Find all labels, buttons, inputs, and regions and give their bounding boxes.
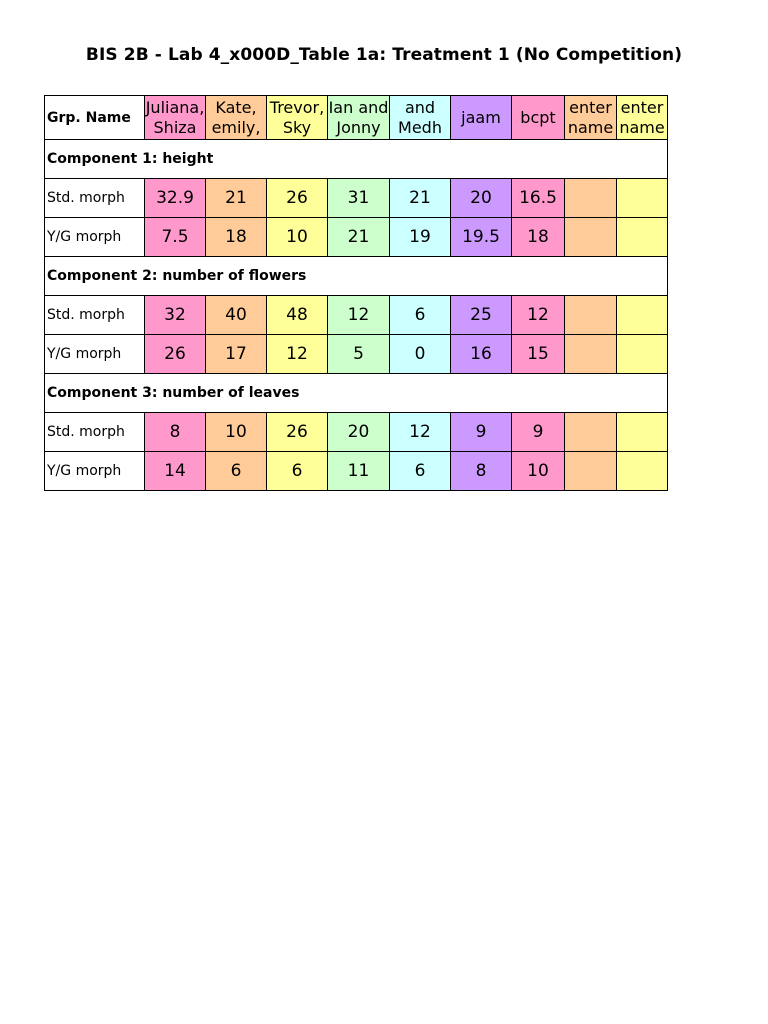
value-cell[interactable]: [616, 451, 668, 491]
value-cell[interactable]: [616, 334, 668, 374]
value-cell[interactable]: [564, 451, 617, 491]
value-cell[interactable]: 32.9: [144, 178, 206, 218]
group-header-cell[interactable]: and Medh: [389, 95, 451, 140]
sheet-title: BIS 2B - Lab 4_x000D_Table 1a: Treatment…: [85, 45, 683, 65]
value-cell[interactable]: 14: [144, 451, 206, 491]
value-cell[interactable]: 26: [266, 412, 328, 452]
value-cell[interactable]: 12: [327, 295, 390, 335]
group-name-text: Kate, emily,: [211, 97, 261, 137]
row-label[interactable]: Std. morph: [44, 412, 145, 452]
component-row: Component 2: number of flowers: [44, 256, 668, 296]
value-cell[interactable]: 32: [144, 295, 206, 335]
component-row: Component 3: number of leaves: [44, 373, 668, 413]
component-row: Component 1: height: [44, 139, 668, 179]
value-cell[interactable]: 5: [327, 334, 390, 374]
value-cell[interactable]: [564, 217, 617, 257]
value-cell[interactable]: 6: [205, 451, 267, 491]
value-cell[interactable]: 9: [450, 412, 512, 452]
group-header-cell[interactable]: Kate, emily,: [205, 95, 267, 140]
value-cell[interactable]: 10: [266, 217, 328, 257]
value-cell[interactable]: [616, 295, 668, 335]
value-cell[interactable]: 11: [327, 451, 390, 491]
group-header-cell[interactable]: bcpt: [511, 95, 565, 140]
value-cell[interactable]: 6: [389, 295, 451, 335]
group-name-text: Trevor, Sky: [269, 97, 325, 137]
value-cell[interactable]: [616, 217, 668, 257]
value-cell[interactable]: 6: [266, 451, 328, 491]
value-cell[interactable]: 12: [266, 334, 328, 374]
value-cell[interactable]: 48: [266, 295, 328, 335]
table-row: Std. morph 8 10 26 20 12 9 9: [44, 412, 668, 452]
value-cell[interactable]: 21: [389, 178, 451, 218]
group-name-text: Ian and Jonny: [328, 97, 389, 137]
group-name-header[interactable]: Grp. Name: [44, 95, 145, 140]
row-label[interactable]: Std. morph: [44, 295, 145, 335]
group-name-text: enter name: [567, 97, 614, 137]
row-label[interactable]: Std. morph: [44, 178, 145, 218]
group-name-text: jaam: [461, 107, 501, 127]
group-header-cell[interactable]: Ian and Jonny: [327, 95, 390, 140]
group-name-text: Juliana, Shiza: [145, 97, 205, 137]
value-cell[interactable]: 12: [511, 295, 565, 335]
value-cell[interactable]: [564, 178, 617, 218]
group-name-text: and Medh: [398, 97, 442, 137]
value-cell[interactable]: 15: [511, 334, 565, 374]
component-title[interactable]: Component 1: height: [44, 139, 668, 179]
group-name-text: enter name: [619, 97, 665, 137]
value-cell[interactable]: 8: [450, 451, 512, 491]
value-cell[interactable]: 16.5: [511, 178, 565, 218]
table-row: Std. morph 32.9 21 26 31 21 20 16.5: [44, 178, 668, 218]
group-header-cell[interactable]: Trevor, Sky: [266, 95, 328, 140]
value-cell[interactable]: 26: [266, 178, 328, 218]
data-table: Grp. Name Juliana, Shiza Kate, emily, Trevo…: [44, 95, 668, 491]
value-cell[interactable]: 6: [389, 451, 451, 491]
value-cell[interactable]: 10: [511, 451, 565, 491]
group-header-cell[interactable]: Juliana, Shiza: [144, 95, 206, 140]
value-cell[interactable]: 21: [327, 217, 390, 257]
value-cell[interactable]: 31: [327, 178, 390, 218]
value-cell[interactable]: 17: [205, 334, 267, 374]
table-row: Y/G morph 14 6 6 11 6 8 10: [44, 451, 668, 491]
row-label[interactable]: Y/G morph: [44, 334, 145, 374]
value-cell[interactable]: 16: [450, 334, 512, 374]
value-cell[interactable]: 8: [144, 412, 206, 452]
value-cell[interactable]: 9: [511, 412, 565, 452]
value-cell[interactable]: 40: [205, 295, 267, 335]
value-cell[interactable]: [616, 412, 668, 452]
table-row: Y/G morph 7.5 18 10 21 19 19.5 18: [44, 217, 668, 257]
value-cell[interactable]: 0: [389, 334, 451, 374]
value-cell[interactable]: 19: [389, 217, 451, 257]
group-header-cell[interactable]: enter name: [616, 95, 668, 140]
value-cell[interactable]: 20: [327, 412, 390, 452]
value-cell[interactable]: 12: [389, 412, 451, 452]
table-row: Std. morph 32 40 48 12 6 25 12: [44, 295, 668, 335]
component-title[interactable]: Component 2: number of flowers: [44, 256, 668, 296]
value-cell[interactable]: 20: [450, 178, 512, 218]
value-cell[interactable]: [616, 178, 668, 218]
value-cell[interactable]: 25: [450, 295, 512, 335]
table-row: Y/G morph 26 17 12 5 0 16 15: [44, 334, 668, 374]
value-cell[interactable]: [564, 412, 617, 452]
value-cell[interactable]: 26: [144, 334, 206, 374]
row-label[interactable]: Y/G morph: [44, 217, 145, 257]
value-cell[interactable]: 18: [511, 217, 565, 257]
value-cell[interactable]: 7.5: [144, 217, 206, 257]
row-label[interactable]: Y/G morph: [44, 451, 145, 491]
value-cell[interactable]: [564, 295, 617, 335]
value-cell[interactable]: 10: [205, 412, 267, 452]
group-name-text: bcpt: [520, 107, 556, 127]
group-header-cell[interactable]: jaam: [450, 95, 512, 140]
header-row: Grp. Name Juliana, Shiza Kate, emily, Trevo…: [44, 95, 668, 140]
value-cell[interactable]: 19.5: [450, 217, 512, 257]
value-cell[interactable]: [564, 334, 617, 374]
value-cell[interactable]: 18: [205, 217, 267, 257]
group-header-cell[interactable]: enter name: [564, 95, 617, 140]
component-title[interactable]: Component 3: number of leaves: [44, 373, 668, 413]
value-cell[interactable]: 21: [205, 178, 267, 218]
